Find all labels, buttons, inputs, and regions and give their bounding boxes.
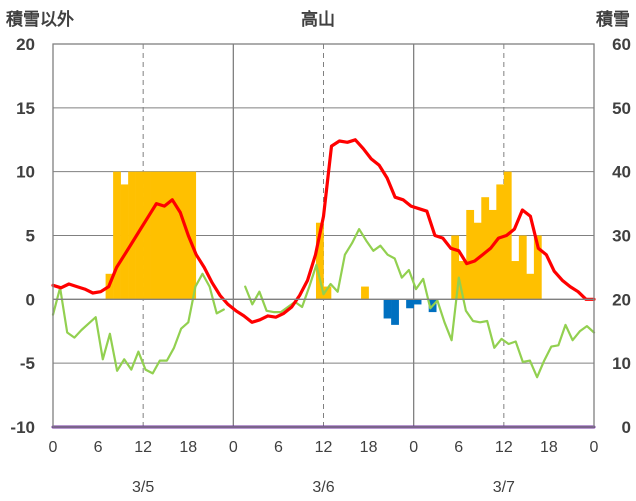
- plot-border: [52, 43, 595, 428]
- left-y-tick-label: 15: [16, 99, 35, 118]
- snowfall-bar: [391, 299, 399, 325]
- plot-frame: [52, 43, 595, 428]
- snowfall-bar: [361, 286, 369, 300]
- x-tick-label: 12: [315, 439, 333, 456]
- snowfall-bar: [511, 261, 520, 300]
- x-tick-label: 0: [409, 439, 418, 456]
- x-tick-label: 0: [229, 439, 238, 456]
- snowfall-bar: [488, 209, 497, 300]
- snowfall-bar: [473, 222, 482, 300]
- snowfall-bar: [113, 171, 121, 300]
- left-y-tick-label: -5: [20, 354, 35, 373]
- snowfall-bar: [173, 171, 182, 300]
- snowfall-bar: [180, 171, 189, 300]
- snowfall-bar: [143, 171, 151, 300]
- day-label: 3/6: [312, 479, 334, 496]
- snowfall-bar: [165, 171, 174, 300]
- right-y-tick-label: 60: [612, 35, 631, 54]
- right-axis-title: 積雪: [596, 9, 630, 29]
- right-y-tick-label: 20: [612, 290, 631, 309]
- left-axis-title: 積雪以外: [6, 9, 74, 29]
- wind-line-layer: [51, 228, 596, 379]
- left-y-tick-label: 5: [26, 227, 35, 246]
- x-tick-label: 12: [134, 439, 152, 456]
- x-tick-label: 6: [274, 439, 283, 456]
- right-y-tick-label: 50: [612, 99, 631, 118]
- snowfall-bar: [158, 171, 167, 300]
- snowfall-bars: [105, 171, 542, 325]
- left-y-tick-label: 20: [16, 35, 35, 54]
- snowfall-bar: [481, 197, 490, 300]
- snowfall-bar: [466, 209, 475, 300]
- right-y-tick-label: 30: [612, 227, 631, 246]
- snowfall-bar: [120, 184, 129, 300]
- left-y-tick-label: 0: [26, 290, 35, 309]
- snowfall-bar: [526, 273, 535, 300]
- x-tick-label: 12: [495, 439, 513, 456]
- snowfall-bar: [323, 286, 332, 300]
- snowfall-bar: [458, 261, 467, 300]
- snowfall-bar: [496, 184, 505, 300]
- x-tick-label: 0: [590, 439, 599, 456]
- snowfall-bar: [383, 299, 392, 319]
- snowfall-bar: [451, 235, 460, 300]
- snowfall-bar: [518, 235, 527, 300]
- day-label: 3/7: [493, 479, 515, 496]
- snowfall-bar: [128, 171, 136, 300]
- x-tick-label: 18: [540, 439, 558, 456]
- day-label: 3/5: [132, 479, 154, 496]
- snowfall-bar: [406, 299, 414, 309]
- x-tick-label: 18: [360, 439, 378, 456]
- x-tick-label: 18: [179, 439, 197, 456]
- left-y-tick-label: 10: [16, 163, 35, 182]
- wind-line: [244, 228, 596, 379]
- x-tick-label: 6: [454, 439, 463, 456]
- snowfall-bar: [135, 171, 144, 300]
- snowfall-bar: [188, 171, 197, 300]
- x-tick-label: 6: [94, 439, 103, 456]
- right-y-tick-label: 0: [622, 418, 631, 437]
- chart-title: 高山: [301, 9, 335, 29]
- left-y-tick-label: -10: [10, 418, 35, 437]
- temperature-line: [51, 138, 596, 324]
- snowfall-bar: [150, 171, 159, 300]
- x-tick-label: 0: [49, 439, 58, 456]
- snowfall-bar: [533, 235, 542, 300]
- wind-line: [51, 272, 225, 375]
- snowfall-bar: [315, 222, 324, 300]
- right-y-tick-label: 10: [612, 354, 631, 373]
- snowfall-bar: [413, 299, 422, 305]
- right-y-tick-label: 40: [612, 163, 631, 182]
- temperature-line-layer: [51, 138, 596, 324]
